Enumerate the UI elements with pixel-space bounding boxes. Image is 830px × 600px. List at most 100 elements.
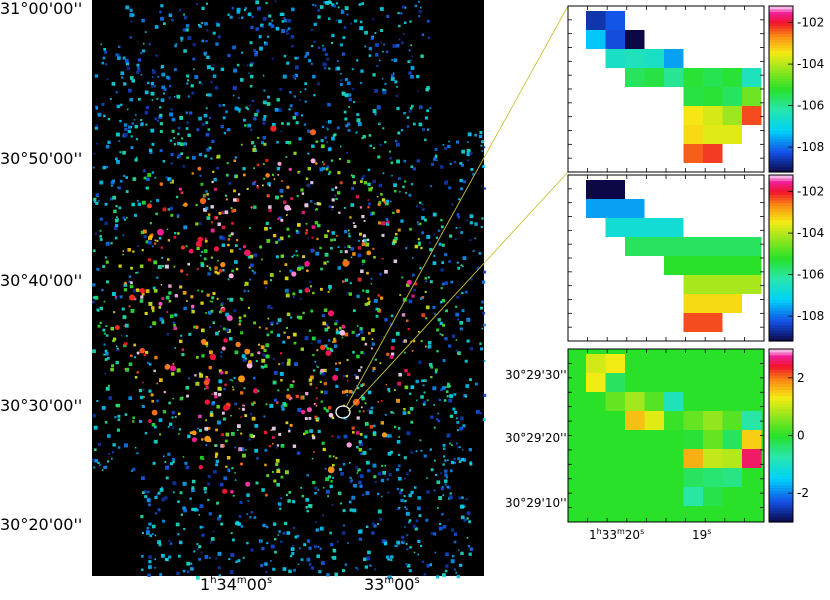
emission-pixel — [236, 63, 240, 67]
emission-pixel — [460, 264, 463, 267]
emission-pixel — [439, 472, 442, 475]
emission-pixel — [317, 339, 322, 344]
colorbar-segment — [769, 421, 793, 425]
emission-pixel — [198, 116, 202, 121]
emission-pixel — [175, 43, 178, 45]
emission-pixel — [185, 127, 189, 130]
emission-pixel — [145, 105, 150, 110]
colorbar-segment — [769, 307, 793, 312]
colorbar-segment — [769, 197, 793, 201]
emission-pixel — [96, 308, 100, 312]
emission-pixel — [140, 295, 144, 299]
emission-pixel — [479, 342, 482, 345]
emission-pixel — [407, 372, 411, 376]
emission-knot — [190, 304, 195, 309]
emission-pixel — [222, 116, 226, 120]
emission-pixel — [172, 397, 174, 400]
emission-pixel — [250, 548, 254, 552]
emission-pixel — [234, 109, 237, 111]
emission-knot — [406, 279, 412, 285]
emission-pixel — [370, 406, 374, 410]
emission-pixel — [198, 514, 201, 516]
emission-pixel — [268, 22, 272, 26]
emission-pixel — [262, 163, 265, 165]
emission-pixel — [186, 394, 189, 398]
emission-pixel — [305, 177, 309, 181]
emission-pixel — [328, 205, 332, 208]
emission-pixel — [115, 404, 119, 407]
emission-pixel — [196, 509, 199, 512]
emission-pixel — [273, 178, 276, 180]
emission-pixel — [323, 381, 327, 386]
emission-pixel — [299, 99, 301, 101]
emission-pixel — [457, 266, 461, 270]
emission-pixel — [201, 39, 205, 43]
emission-pixel — [402, 411, 407, 415]
emission-pixel — [97, 199, 100, 202]
emission-pixel — [382, 127, 385, 130]
emission-pixel — [215, 21, 218, 24]
colorbar-segment — [769, 219, 793, 223]
emission-pixel — [391, 241, 396, 245]
emission-pixel — [225, 198, 228, 201]
emission-knot — [263, 430, 268, 435]
emission-pixel — [210, 81, 213, 84]
emission-pixel — [346, 291, 350, 295]
velocity-cell — [586, 373, 606, 392]
emission-pixel — [108, 453, 110, 455]
emission-pixel — [426, 490, 430, 494]
emission-pixel — [266, 239, 271, 243]
emission-pixel — [159, 149, 163, 153]
emission-pixel — [151, 306, 155, 310]
emission-pixel — [398, 24, 401, 28]
emission-pixel — [301, 114, 304, 117]
emission-pixel — [286, 531, 291, 535]
colorbar-segment — [769, 274, 793, 278]
emission-pixel — [367, 550, 371, 555]
emission-pixel — [364, 565, 368, 569]
velocity-cell — [586, 180, 606, 199]
emission-pixel — [319, 547, 322, 550]
emission-pixel — [314, 403, 317, 405]
emission-pixel — [294, 78, 297, 80]
colorbar-tick-label: -102 — [797, 16, 824, 30]
emission-pixel — [177, 141, 181, 146]
emission-pixel — [344, 332, 349, 337]
emission-pixel — [417, 223, 420, 226]
emission-pixel — [178, 428, 182, 431]
colorbar-segment — [769, 296, 793, 301]
colorbar-segment — [769, 423, 793, 428]
emission-pixel — [217, 35, 221, 39]
colorbar-segment — [769, 163, 793, 168]
emission-pixel — [452, 554, 455, 558]
emission-knot — [386, 352, 390, 356]
emission-pixel — [323, 261, 327, 265]
emission-pixel — [329, 347, 332, 350]
emission-pixel — [145, 350, 149, 355]
emission-pixel — [438, 242, 442, 246]
emission-pixel — [213, 177, 217, 182]
colorbar-segment — [769, 288, 793, 292]
emission-pixel — [311, 225, 316, 229]
emission-pixel — [372, 463, 377, 468]
emission-pixel — [419, 439, 422, 442]
emission-pixel — [113, 226, 118, 230]
emission-knot — [381, 432, 387, 438]
emission-knot — [325, 350, 332, 356]
emission-pixel — [169, 84, 172, 88]
emission-pixel — [332, 549, 337, 553]
emission-pixel — [151, 399, 155, 403]
emission-pixel — [408, 193, 412, 197]
emission-knot — [314, 162, 318, 165]
emission-pixel — [280, 497, 283, 500]
emission-pixel — [408, 392, 412, 395]
emission-pixel — [393, 389, 396, 392]
emission-pixel — [173, 326, 177, 331]
emission-pixel — [436, 328, 440, 332]
emission-knot — [180, 269, 184, 273]
emission-pixel — [186, 300, 188, 302]
emission-pixel — [362, 135, 366, 139]
emission-pixel — [191, 309, 195, 314]
emission-pixel — [357, 253, 362, 258]
emission-pixel — [279, 87, 283, 91]
